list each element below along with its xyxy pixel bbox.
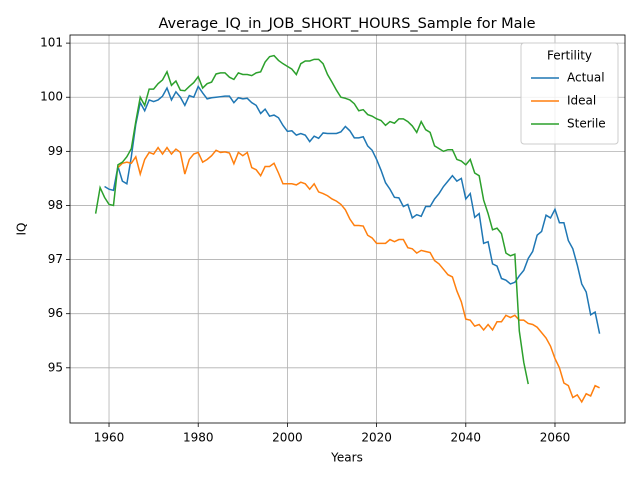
x-tick-label: 2000	[272, 431, 303, 445]
plot-frame	[69, 34, 626, 424]
y-tick-label: 98	[48, 198, 63, 212]
series-line	[94, 54, 529, 385]
y-tick-label: 95	[48, 360, 63, 374]
y-axis-label: IQ	[15, 223, 29, 236]
x-axis-label: Years	[330, 451, 363, 465]
x-tick-label: 2060	[540, 431, 571, 445]
chart-title: Average_IQ_in_JOB_SHORT_HOURS_Sample for…	[158, 16, 535, 32]
x-tick-label: 1980	[183, 431, 214, 445]
x-tick-label: 1960	[94, 431, 125, 445]
y-tick-label: 97	[48, 252, 63, 266]
legend: Fertility Actual Ideal Sterile	[520, 42, 619, 145]
y-tick-label: 101	[40, 36, 63, 50]
x-tick-label: 2040	[451, 431, 482, 445]
y-tick-label: 96	[48, 306, 63, 320]
legend-label: Ideal	[567, 94, 596, 108]
legend-title: Fertility	[547, 49, 592, 63]
legend-label: Actual	[567, 71, 605, 85]
x-tick-label: 2020	[361, 431, 392, 445]
y-tick-label: 99	[48, 144, 63, 158]
legend-box	[520, 42, 619, 145]
grid: 1960 1980 2000 2020 2040 2060 95 96 97 98 99 100 101	[40, 35, 625, 445]
series-line	[104, 84, 601, 334]
lines	[94, 54, 601, 404]
y-tick-label: 100	[40, 90, 63, 104]
legend-label: Sterile	[567, 117, 606, 131]
